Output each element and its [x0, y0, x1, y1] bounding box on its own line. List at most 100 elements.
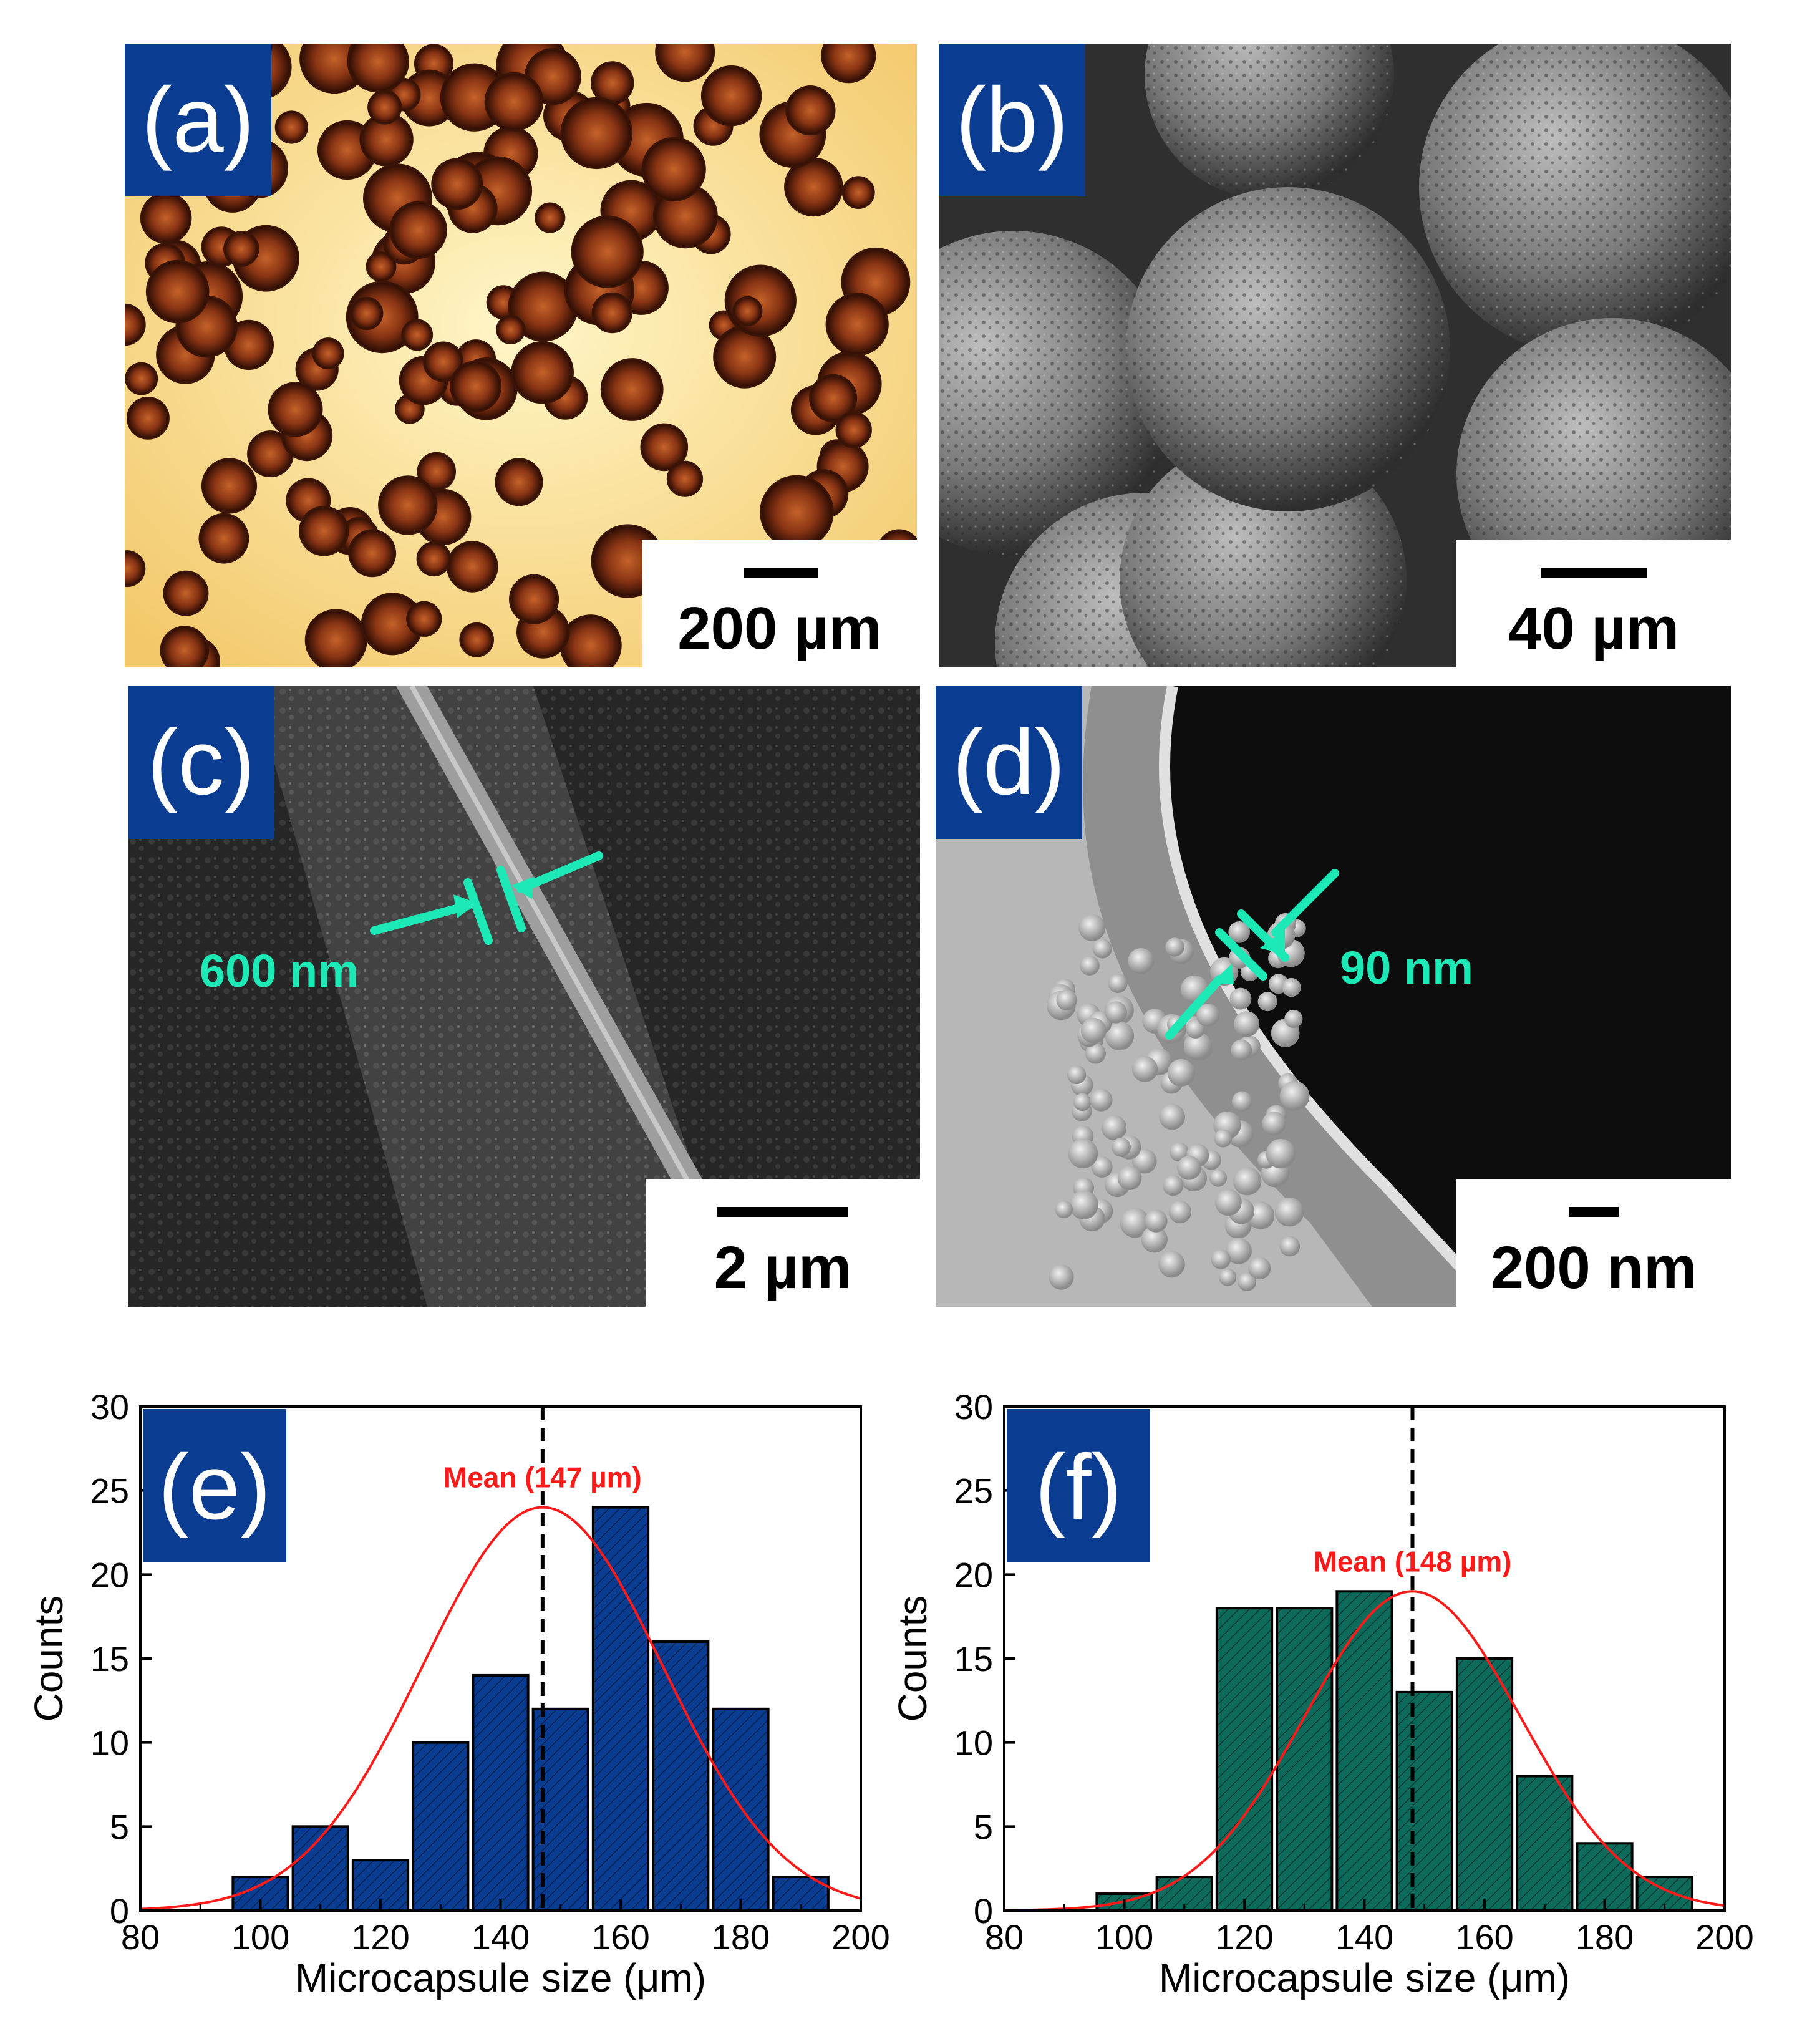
- x-axis-title-f: Microcapsule size (μm): [1159, 1955, 1570, 2000]
- y-tick-label-f-20: 20: [954, 1555, 993, 1594]
- nanoparticle: [1080, 956, 1100, 976]
- histogram-e: Mean (147 µm) 80 100 120 140 160 180 200 0 5 10 15 2…: [26, 1387, 890, 2000]
- nanoparticle: [1163, 1175, 1184, 1196]
- nanoparticle: [1049, 1264, 1074, 1290]
- microcapsule: [350, 296, 384, 331]
- nanoparticle: [1248, 1257, 1271, 1280]
- microcapsule: [125, 303, 146, 346]
- y-tick-label-e-10: 10: [90, 1723, 129, 1763]
- x-tick-label-e-140: 140: [472, 1917, 530, 1957]
- panel-label-e: (e): [158, 1436, 271, 1539]
- y-tick-label-e-30: 30: [90, 1387, 129, 1426]
- bar-hatch-e-6: [593, 1507, 649, 1911]
- panel-label-d: (d): [936, 686, 1082, 839]
- y-tick-label-f-25: 25: [954, 1471, 993, 1511]
- panel-d: 90 nm (d) 200 nm: [936, 686, 1731, 1307]
- microcapsule: [223, 231, 259, 267]
- scale-text-c: 2 µm: [714, 1234, 852, 1301]
- microcapsule: [841, 176, 875, 210]
- bar-hatch-e-4: [473, 1675, 528, 1911]
- x-tick-label-e-120: 120: [351, 1917, 409, 1957]
- nanoparticle: [1279, 1236, 1301, 1257]
- nanoparticle: [1056, 989, 1077, 1010]
- y-tick-label-f-10: 10: [954, 1723, 993, 1763]
- panel-a: (a) 200 µm: [125, 44, 917, 667]
- y-axis-title-e: Counts: [26, 1596, 71, 1722]
- x-tick-label-e-160: 160: [591, 1917, 649, 1957]
- x-tick-label-f-80: 80: [985, 1917, 1024, 1957]
- x-tick-label-e-80: 80: [121, 1917, 160, 1957]
- histogram-f: Mean (148 µm) 80 100 120 140 160 180 200 0 5 10 15 2…: [890, 1387, 1754, 2000]
- nanoparticle: [1284, 1009, 1303, 1029]
- microcapsule: [641, 137, 706, 201]
- y-axis-title-f: Counts: [890, 1596, 935, 1722]
- nanoparticle: [1185, 1019, 1205, 1039]
- nanoparticle: [1117, 1166, 1142, 1190]
- shell-edge: [1159, 686, 1501, 1307]
- nanoparticle: [1112, 1137, 1131, 1157]
- nanoparticle: [1102, 1115, 1127, 1141]
- nanoparticle: [1183, 1032, 1212, 1060]
- nanoparticle: [1214, 1189, 1242, 1216]
- microcapsule: [378, 475, 438, 535]
- microcapsule: [389, 201, 447, 259]
- microcapsule: [560, 97, 633, 170]
- y-tick-label-e-15: 15: [90, 1639, 129, 1678]
- bar-hatch-e-1: [293, 1826, 348, 1911]
- microcapsule: [785, 85, 836, 136]
- microcapsule: [835, 412, 872, 448]
- nanoparticle: [1131, 1056, 1158, 1082]
- nanoparticle: [1078, 914, 1106, 941]
- scale-bar-d: [1569, 1207, 1619, 1217]
- y-tick-label-e-25: 25: [90, 1471, 129, 1511]
- panel-label-a: (a): [125, 44, 271, 196]
- nanoparticle: [1091, 1156, 1113, 1178]
- microcapsule: [125, 550, 146, 588]
- panel-b-image: [939, 44, 1731, 667]
- measure-label-c: 600 nm: [200, 945, 359, 997]
- nanoparticle: [1055, 1200, 1073, 1219]
- microcapsule: [401, 319, 434, 351]
- x-tick-label-e-200: 200: [831, 1917, 889, 1957]
- nanoparticle: [1159, 1103, 1185, 1130]
- panel-label-c: (c): [128, 686, 274, 839]
- x-axis-title-e: Microcapsule size (μm): [295, 1955, 706, 2000]
- nanoparticle: [1219, 1268, 1237, 1286]
- nanoparticle: [1196, 1004, 1219, 1027]
- x-tick-label-e-180: 180: [712, 1917, 770, 1957]
- scale-text-a: 200 µm: [677, 595, 882, 662]
- scale-box-b: 40 µm: [1456, 540, 1731, 667]
- x-tick-label-f-180: 180: [1576, 1917, 1634, 1957]
- nanoparticle: [1279, 1081, 1310, 1111]
- microcapsule: [600, 358, 664, 421]
- microcapsule: [496, 315, 526, 344]
- nanoparticle: [1238, 1272, 1257, 1291]
- nanoparticle-cluster: [1046, 913, 1310, 1291]
- x-tick-label-f-160: 160: [1455, 1917, 1513, 1957]
- panel-a-image: [125, 44, 917, 667]
- microcapsule: [511, 341, 574, 404]
- nanoparticle: [1090, 1088, 1113, 1112]
- nanoparticle: [1165, 937, 1184, 957]
- scale-box-a: 200 µm: [642, 540, 917, 667]
- microcapsule: [417, 452, 456, 492]
- nanoparticle: [1167, 1058, 1195, 1087]
- microcapsule: [274, 110, 308, 144]
- nanoparticle: [1229, 987, 1252, 1010]
- y-tick-label-e-20: 20: [90, 1555, 129, 1594]
- bar-hatch-f-5: [1397, 1692, 1452, 1911]
- sem-spheres: [939, 44, 1731, 667]
- x-tick-label-e-100: 100: [231, 1917, 289, 1957]
- microcapsule: [459, 622, 495, 657]
- y-tick-label-f-0: 0: [974, 1891, 993, 1930]
- y-tick-label-e-5: 5: [110, 1807, 129, 1846]
- scale-text-d: 200 nm: [1490, 1234, 1697, 1301]
- nanoparticle: [1232, 1091, 1252, 1112]
- microcapsule: [268, 382, 323, 437]
- panel-b: (b) 40 µm: [939, 44, 1731, 667]
- y-tick-label-f-15: 15: [954, 1639, 993, 1678]
- nanoparticle: [1085, 1043, 1106, 1064]
- microcapsule: [700, 65, 762, 127]
- microcapsule: [201, 458, 258, 514]
- nanoparticle: [1145, 1209, 1168, 1233]
